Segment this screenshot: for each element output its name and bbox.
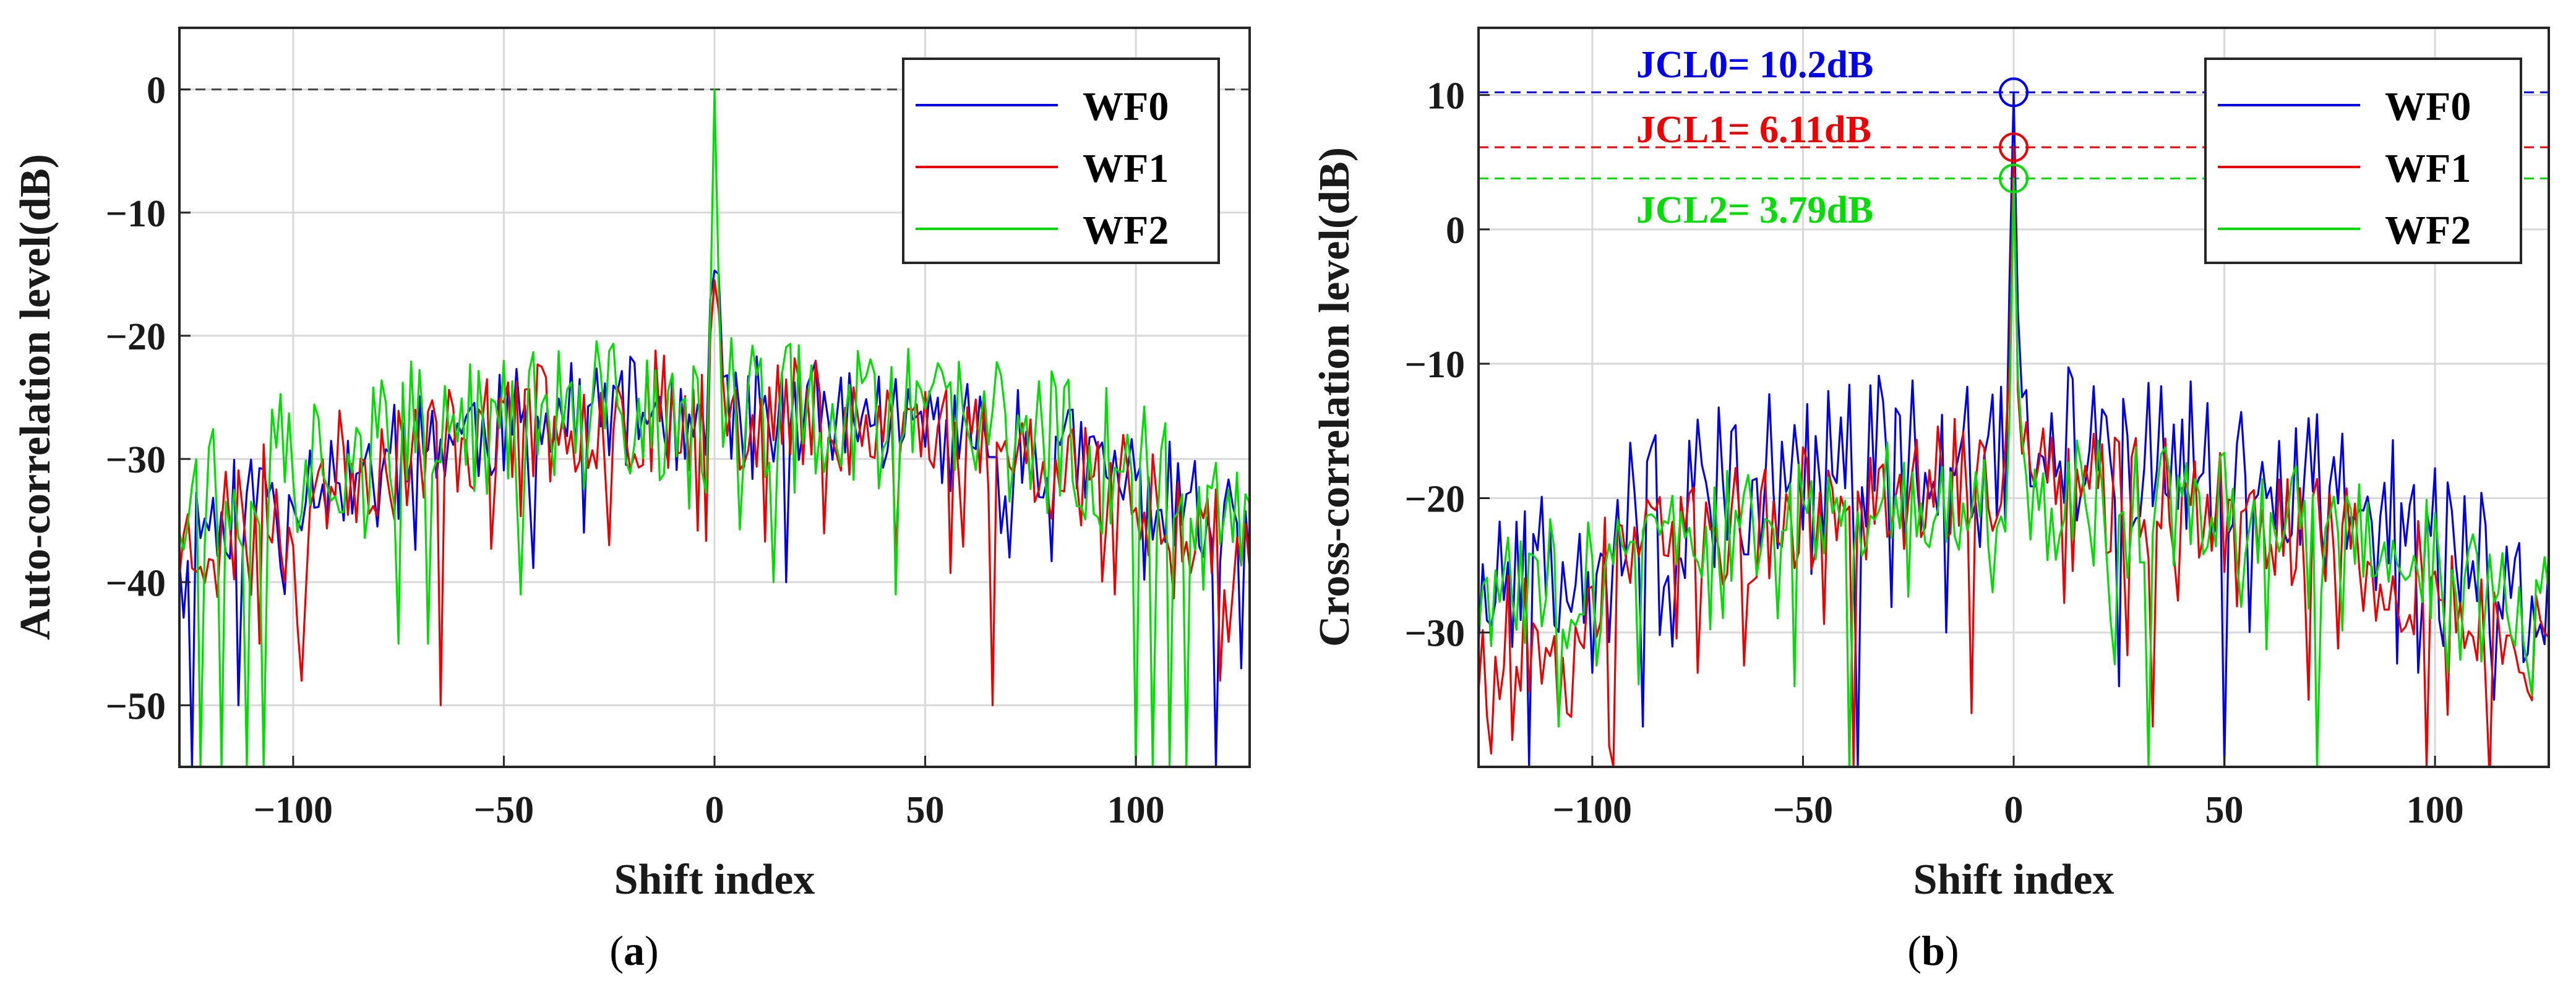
y-tick-label: −50: [106, 685, 166, 727]
x-tick-label: −50: [1773, 789, 1833, 831]
legend-box-b: [2204, 58, 2522, 264]
panel-letter-b: b: [1921, 927, 1945, 974]
x-ticks-b: −100 −50 0 50 100: [1553, 756, 2464, 831]
y-ticks-b: 10 0 −10 −20 −30: [1405, 75, 1490, 655]
x-ticks-a: −100 −50 0 50 100: [254, 756, 1165, 831]
y-axis-label-a: Auto-correlation level(dB): [12, 154, 59, 640]
x-axis-label-a: Shift index: [614, 856, 815, 904]
chart-panel-a: −100 −50 0 50 100 0 −10 −20 −30 −40 −50 Shift ind…: [12, 27, 1251, 974]
x-tick-label: 0: [2004, 789, 2024, 831]
jcl-marker-1: [1999, 132, 2029, 163]
legend-b: WF0 WF1 WF2: [2204, 58, 2522, 264]
series-line-wf2: [179, 88, 1250, 767]
jcl-annotations: JCL0= 10.2dB JCL1= 6.11dB JCL2= 3.79dB: [1636, 44, 1873, 231]
x-tick-label: 50: [2205, 789, 2244, 831]
x-tick-label: 0: [705, 789, 724, 831]
legend-label-wf2: WF2: [1083, 208, 1169, 253]
y-axis-label-b: Cross-correlation level(dB): [1311, 147, 1359, 647]
y-tick-label: −40: [106, 562, 166, 604]
jcl-label-0: JCL0= 10.2dB: [1636, 44, 1873, 86]
legend-label-wf0: WF0: [2385, 84, 2471, 129]
jcl-marker-0: [1999, 77, 2029, 108]
legend-label-wf1: WF1: [1083, 146, 1169, 191]
y-tick-label: −30: [106, 439, 166, 481]
chart-panel-b: −100 −50 0 50 100 100−10−20−30 Shift index C…: [1311, 27, 2550, 974]
series-lines-b: [1479, 91, 2549, 767]
panel-letter-a: a: [624, 927, 645, 974]
y-tick-label: 0: [1446, 210, 1465, 252]
y-ticks-a: 0 −10 −20 −30 −40 −50: [106, 70, 191, 727]
legend-label-wf0: WF0: [1083, 84, 1169, 129]
legend-label-wf1: WF1: [2385, 146, 2471, 191]
series-lines-a: [179, 88, 1250, 767]
x-tick-label: 50: [906, 789, 945, 831]
x-tick-label: −100: [254, 789, 333, 831]
legend-box-a: [902, 58, 1220, 264]
y-tick-label: 10: [1427, 75, 1465, 118]
y-tick-label: −10: [106, 193, 166, 235]
y-tick-label: 0: [147, 70, 166, 112]
panel-label-a: (a): [609, 927, 658, 974]
series-line-wf0: [179, 269, 1250, 767]
x-tick-label: −50: [474, 789, 534, 831]
y-tick-label: −20: [1405, 478, 1465, 520]
x-tick-label: 100: [1107, 789, 1165, 831]
x-axis-label-b: Shift index: [1913, 856, 2114, 904]
x-tick-label: −100: [1553, 789, 1632, 831]
y-tick-label: −10: [1405, 344, 1465, 386]
jcl-label-2: JCL2= 3.79dB: [1636, 189, 1873, 231]
y-tick-label: −20: [106, 316, 166, 358]
jcl-marker-2: [1999, 163, 2029, 194]
panel-label-b: (b): [1907, 927, 1959, 974]
jcl-peak-markers: [1999, 77, 2029, 194]
y-tick-label: −30: [1405, 613, 1465, 655]
legend-a: WF0 WF1 WF2: [902, 58, 1220, 264]
x-tick-label: 100: [2406, 789, 2464, 831]
series-line-wf0: [1479, 91, 2549, 767]
grid-a: [179, 28, 1250, 767]
legend-label-wf2: WF2: [2385, 208, 2471, 253]
jcl-label-1: JCL1= 6.11dB: [1636, 109, 1871, 151]
series-line-wf2: [1479, 177, 2549, 767]
